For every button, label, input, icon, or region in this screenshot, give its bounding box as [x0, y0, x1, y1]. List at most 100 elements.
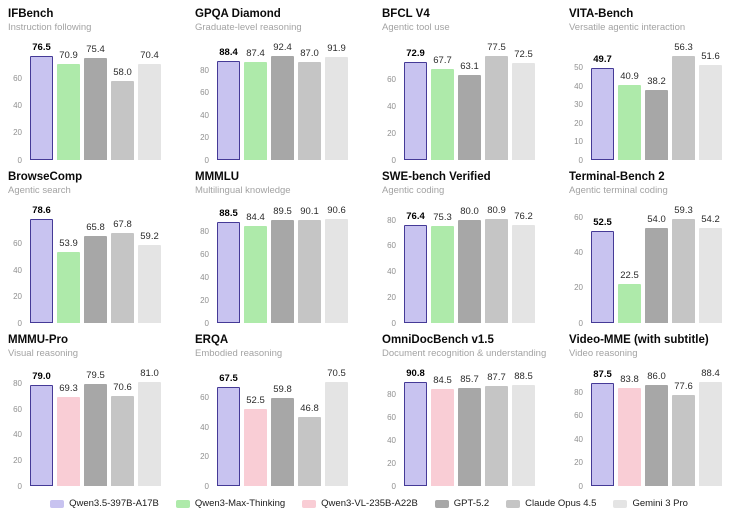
- bar-gemini-3-pro: [699, 382, 722, 486]
- chart-gpqa-diamond: GPQA Diamond Graduate-level reasoning 0 20 4…: [195, 2, 382, 165]
- bar-wrap-qwen3-5-397b-a17b: 52.5: [591, 218, 614, 323]
- legend-swatch-icon: [50, 499, 65, 508]
- bars-group: 76.4 75.3 80.0 80.9 76.2: [404, 206, 539, 323]
- y-axis-tick-label: 20: [13, 292, 22, 302]
- legend-item-qwen3-max-thinking: Qwen3-Max-Thinking: [175, 498, 285, 509]
- chart-mmmlu: MMMLU Multilingual knowledge 0 20 40 60 80 88.5…: [195, 165, 382, 328]
- y-axis-tick-label: 40: [13, 265, 22, 275]
- y-axis-tick-label: 20: [387, 128, 396, 138]
- bars-group: 76.5 70.9 75.4 58.0 70.4: [30, 43, 165, 160]
- bar-value-label: 88.5: [219, 207, 238, 219]
- y-axis-tick-label: 20: [387, 458, 396, 468]
- y-axis-tick-label: 0: [17, 155, 22, 165]
- bar-value-label: 80.9: [487, 205, 506, 217]
- bar-claude-opus-4-5: [298, 417, 321, 486]
- bar-wrap-gpt-5-2: 38.2: [645, 76, 668, 160]
- y-axis-tick-label: 20: [574, 118, 583, 128]
- bar-value-label: 67.5: [219, 372, 238, 384]
- bar-value-label: 70.6: [113, 381, 132, 393]
- bar-claude-opus-4-5: [672, 394, 695, 486]
- y-axis-tick-label: 10: [574, 137, 583, 147]
- bar-value-label: 53.9: [59, 237, 78, 249]
- bar-value-label: 63.1: [460, 61, 479, 73]
- bar-wrap-gemini-3-pro: 70.5: [325, 369, 348, 486]
- legend-label: Gemini 3 Pro: [632, 498, 688, 509]
- bar-value-label: 58.0: [113, 67, 132, 79]
- bars-group: 88.5 84.4 89.5 90.1 90.6: [217, 206, 352, 323]
- bar-value-label: 90.6: [327, 205, 346, 217]
- bar-qwen3-vl-235b-a22b: [57, 397, 80, 486]
- bar-value-label: 70.4: [140, 50, 159, 62]
- bar-value-label: 70.9: [59, 49, 78, 61]
- bar-wrap-gemini-3-pro: 70.4: [138, 51, 161, 160]
- plot-area: 0 20 40 60 80 88.5 84.4 89.5 90.1 90.6: [195, 201, 382, 328]
- bar-value-label: 89.5: [273, 206, 292, 218]
- bar-wrap-claude-opus-4-5: 58.0: [111, 68, 134, 160]
- legend-item-gpt-5-2: GPT-5.2: [434, 498, 490, 509]
- bar-wrap-gemini-3-pro: 59.2: [138, 231, 161, 323]
- legend-label: GPT-5.2: [453, 498, 490, 509]
- bar-value-label: 91.9: [327, 42, 346, 54]
- bar-wrap-gemini-3-pro: 88.4: [699, 369, 722, 486]
- bar-value-label: 59.2: [140, 230, 159, 242]
- bar-value-label: 70.5: [327, 368, 346, 380]
- bar-value-label: 77.5: [487, 42, 506, 54]
- bar-wrap-claude-opus-4-5: 70.6: [111, 382, 134, 486]
- bars-group: 87.5 83.8 86.0 77.6 88.4: [591, 369, 726, 486]
- y-axis-tick-label: 80: [387, 215, 396, 225]
- bar-wrap-gemini-3-pro: 72.5: [512, 49, 535, 160]
- bar-wrap-qwen3-vl-235b-a22b: 52.5: [244, 395, 267, 486]
- bar-value-label: 52.5: [246, 394, 265, 406]
- y-axis-tick-label: 20: [387, 292, 396, 302]
- bar-qwen3-max-thinking: [57, 63, 80, 160]
- chart-swe-bench-verified: SWE-bench Verified Agentic coding 0 20 40 60 8…: [382, 165, 569, 328]
- bar-value-label: 84.4: [246, 212, 265, 224]
- chart-title: Terminal-Bench 2: [569, 171, 665, 183]
- benchmark-chart-grid: IFBench Instruction following 0 20 40 60 76.5 7…: [8, 2, 738, 491]
- bar-value-label: 59.3: [674, 205, 693, 217]
- bar-qwen3-vl-235b-a22b: [618, 387, 641, 486]
- bar-claude-opus-4-5: [485, 219, 508, 323]
- legend-item-qwen3-vl-235b-a22b: Qwen3-VL-235B-A22B: [302, 498, 418, 509]
- bar-value-label: 77.6: [674, 380, 693, 392]
- chart-title: GPQA Diamond: [195, 8, 281, 20]
- bar-value-label: 81.0: [140, 368, 159, 380]
- bar-value-label: 90.8: [406, 368, 425, 380]
- chart-title: BFCL V4: [382, 8, 430, 20]
- bar-qwen3-vl-235b-a22b: [431, 389, 454, 486]
- y-axis-tick-label: 0: [204, 481, 209, 491]
- y-axis-tick-label: 80: [13, 378, 22, 388]
- y-axis-tick-label: 0: [17, 318, 22, 328]
- bar-gemini-3-pro: [699, 228, 722, 323]
- y-axis-tick-label: 60: [200, 393, 209, 403]
- bar-wrap-gemini-3-pro: 90.6: [325, 206, 348, 323]
- bar-value-label: 49.7: [593, 54, 612, 66]
- plot-area: 0 20 40 60 80 79.0 69.3 79.5 70.6 81.0: [8, 364, 195, 491]
- bar-value-label: 88.4: [701, 368, 720, 380]
- bar-wrap-gemini-3-pro: 51.6: [699, 51, 722, 160]
- bar-gemini-3-pro: [325, 382, 348, 486]
- chart-title: MMMLU: [195, 171, 240, 183]
- bar-wrap-qwen3-max-thinking: 84.4: [244, 213, 267, 323]
- y-axis-tick-label: 40: [200, 110, 209, 120]
- bar-value-label: 87.4: [246, 47, 265, 59]
- chart-subtitle: Agentic terminal coding: [569, 185, 668, 196]
- bar-gemini-3-pro: [512, 384, 535, 486]
- y-axis-tick-label: 50: [574, 63, 583, 73]
- bar-qwen3-max-thinking: [244, 226, 267, 323]
- plot-area: 0 20 40 60 52.5 22.5 54.0 59.3 54.2: [569, 201, 738, 328]
- bar-wrap-claude-opus-4-5: 46.8: [298, 404, 321, 486]
- bar-gpt-5-2: [645, 384, 668, 486]
- bar-wrap-qwen3-5-397b-a17b: 88.5: [217, 208, 240, 323]
- bar-qwen3-max-thinking: [431, 226, 454, 323]
- chart-title: VITA-Bench: [569, 8, 634, 20]
- legend-swatch-icon: [434, 499, 449, 508]
- chart-vita-bench: VITA-Bench Versatile agentic interaction 0…: [569, 2, 738, 165]
- chart-subtitle: Agentic coding: [382, 185, 445, 196]
- chart-subtitle: Multilingual knowledge: [195, 185, 291, 196]
- bar-gpt-5-2: [84, 384, 107, 486]
- bar-value-label: 54.0: [647, 214, 666, 226]
- bar-value-label: 80.0: [460, 206, 479, 218]
- bar-qwen3-5-397b-a17b: [30, 56, 53, 160]
- bar-gpt-5-2: [271, 397, 294, 486]
